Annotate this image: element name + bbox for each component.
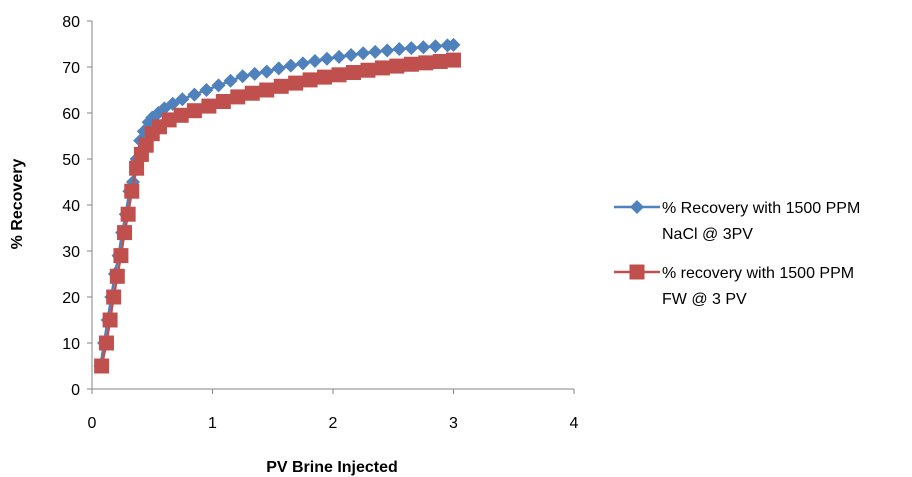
- data-point: [446, 37, 461, 52]
- series-line: [100, 58, 454, 367]
- x-tick-label: 2: [329, 415, 338, 432]
- x-tick-label: 3: [449, 415, 458, 432]
- data-point: [283, 58, 298, 73]
- data-point: [288, 75, 304, 91]
- data-point: [271, 61, 286, 76]
- axes: 0 10 20 30 40 50 60 70 80 0 1 2 3 4: [62, 14, 578, 432]
- data-point: [273, 78, 289, 94]
- data-point: [374, 60, 390, 76]
- data-point: [403, 56, 419, 72]
- data-point: [199, 83, 214, 97]
- data-point: [244, 85, 260, 101]
- data-point: [360, 62, 376, 78]
- y-tick-label: 20: [62, 290, 80, 307]
- legend-label: % Recovery with 1500 PPM: [662, 200, 860, 217]
- x-ticks: 0 1 2 3 4: [88, 389, 579, 432]
- data-point: [319, 51, 334, 66]
- data-point: [211, 78, 226, 93]
- data-point: [295, 56, 310, 71]
- data-point: [392, 42, 407, 57]
- y-ticks: 0 10 20 30 40 50 60 70 80: [62, 14, 92, 399]
- data-point: [344, 48, 359, 63]
- y-tick-label: 10: [62, 336, 80, 353]
- data-point: [380, 43, 395, 58]
- data-point: [307, 54, 322, 69]
- data-point: [404, 41, 419, 56]
- data-point: [259, 82, 275, 98]
- data-point: [129, 160, 145, 176]
- x-tick-label: 4: [570, 415, 579, 432]
- data-point: [317, 69, 333, 85]
- data-point: [259, 64, 274, 79]
- y-tick-label: 50: [62, 152, 80, 169]
- y-tick-label: 80: [62, 14, 80, 31]
- y-axis-title: % Recovery: [9, 159, 26, 250]
- y-tick-label: 70: [62, 60, 80, 77]
- data-point: [175, 92, 190, 107]
- legend-label: FW @ 3 PV: [662, 291, 747, 308]
- data-point: [428, 39, 443, 54]
- legend-label: % recovery with 1500 PPM: [662, 265, 854, 282]
- data-point: [418, 55, 434, 71]
- legend-item-1: % Recovery with 1500 PPM NaCl @ 3PV: [614, 200, 860, 243]
- legend-marker: [629, 264, 645, 280]
- data-point: [102, 312, 118, 328]
- data-point: [331, 67, 347, 83]
- data-point: [106, 289, 122, 305]
- data-point: [332, 49, 347, 64]
- data-point: [165, 96, 180, 111]
- series-2: [94, 52, 461, 374]
- data-point: [230, 89, 246, 105]
- y-tick-label: 40: [62, 198, 80, 215]
- data-point: [173, 107, 189, 123]
- data-point: [117, 225, 133, 241]
- data-point: [247, 66, 262, 81]
- x-axis-title: PV Brine Injected: [266, 459, 398, 476]
- data-point: [368, 44, 383, 59]
- data-point: [124, 183, 140, 199]
- data-point: [432, 53, 448, 69]
- data-point: [345, 65, 361, 81]
- data-point: [223, 73, 238, 88]
- series-layer: [93, 37, 461, 374]
- data-point: [235, 69, 250, 84]
- data-point: [161, 112, 177, 128]
- y-tick-label: 60: [62, 106, 80, 123]
- legend-item-2: % recovery with 1500 PPM FW @ 3 PV: [614, 264, 854, 308]
- data-point: [186, 103, 202, 119]
- data-point: [109, 268, 125, 284]
- data-point: [302, 72, 318, 88]
- legend: % Recovery with 1500 PPM NaCl @ 3PV % reco…: [614, 200, 860, 308]
- data-point: [138, 137, 154, 153]
- data-point: [201, 98, 217, 114]
- y-tick-label: 30: [62, 244, 80, 261]
- data-point: [356, 46, 371, 61]
- legend-label: NaCl @ 3PV: [662, 226, 753, 243]
- data-point: [98, 335, 114, 351]
- legend-marker: [630, 200, 644, 214]
- y-tick-label: 0: [71, 382, 80, 399]
- data-point: [215, 94, 231, 109]
- x-tick-label: 1: [208, 415, 217, 432]
- data-point: [187, 87, 202, 102]
- data-point: [446, 52, 461, 68]
- data-point: [94, 358, 110, 374]
- data-point: [416, 40, 431, 55]
- data-point: [120, 206, 136, 222]
- x-tick-label: 0: [88, 415, 97, 432]
- data-point: [389, 58, 405, 74]
- data-point: [113, 248, 129, 264]
